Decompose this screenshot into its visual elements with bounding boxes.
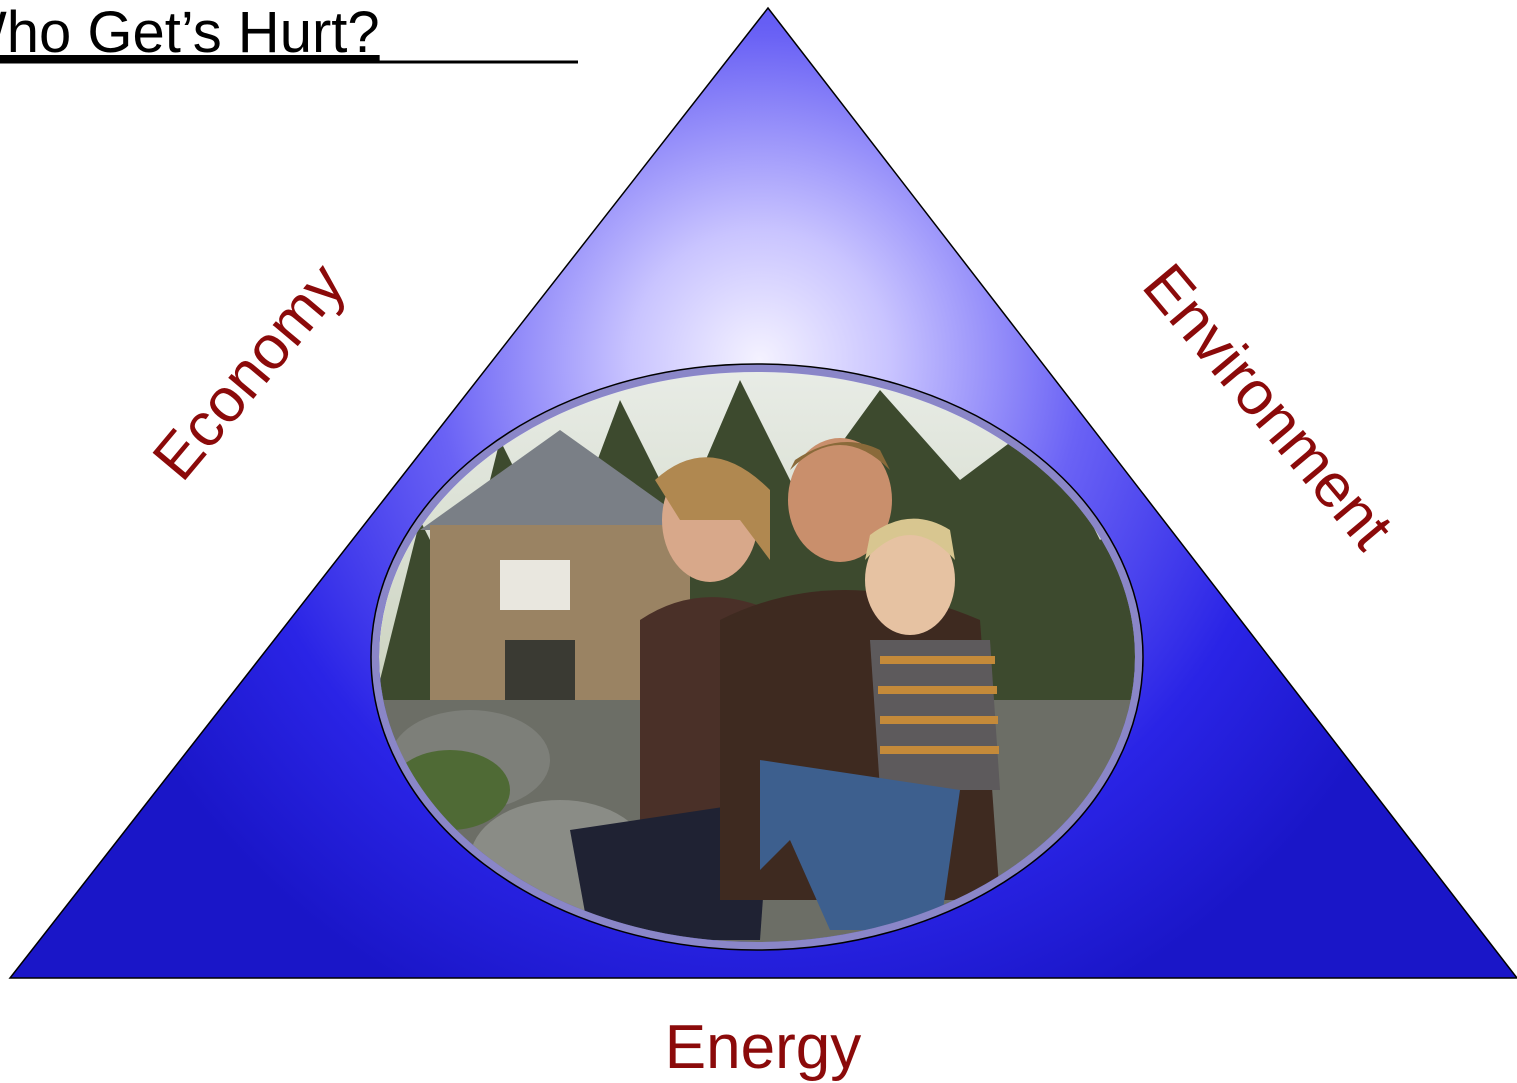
energy-label: Energy: [665, 1013, 861, 1082]
slide-title: Who Get’s Hurt?: [0, 0, 380, 65]
economy-label: Economy: [140, 251, 359, 493]
slide: Who Get’s Hurt? Economy Environment Ener…: [0, 0, 1517, 1083]
page: {"title": "Who Get’s Hurt?", "labels": {…: [0, 0, 1517, 1083]
environment-label: Environment: [1129, 251, 1406, 562]
